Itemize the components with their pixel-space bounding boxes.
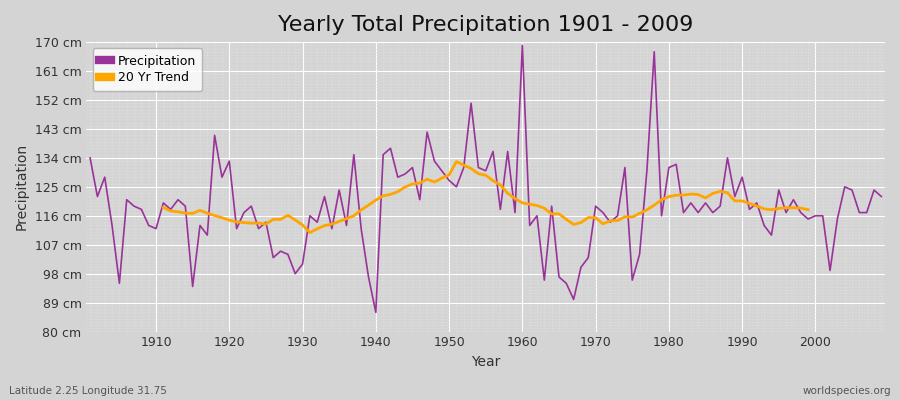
20 Yr Trend (304, 230, 315, 235)
Legend: Precipitation, 20 Yr Trend: Precipitation, 20 Yr Trend (93, 48, 202, 91)
20 Yr Trend (451, 159, 462, 164)
20 Yr Trend (414, 180, 425, 185)
20 Yr Trend (502, 191, 513, 196)
Precipitation (371, 310, 382, 315)
Precipitation (85, 156, 95, 160)
Text: worldspecies.org: worldspecies.org (803, 386, 891, 396)
X-axis label: Year: Year (471, 355, 500, 369)
Title: Yearly Total Precipitation 1901 - 2009: Yearly Total Precipitation 1901 - 2009 (278, 15, 693, 35)
Line: Precipitation: Precipitation (90, 45, 881, 312)
Precipitation (876, 194, 886, 199)
Precipitation (143, 223, 154, 228)
20 Yr Trend (238, 220, 249, 225)
Y-axis label: Precipitation: Precipitation (15, 143, 29, 230)
20 Yr Trend (803, 207, 814, 212)
Precipitation (525, 223, 535, 228)
Precipitation (619, 165, 630, 170)
Precipitation (517, 43, 527, 48)
20 Yr Trend (744, 201, 755, 206)
Text: Latitude 2.25 Longitude 31.75: Latitude 2.25 Longitude 31.75 (9, 386, 166, 396)
Precipitation (348, 152, 359, 157)
20 Yr Trend (224, 218, 235, 222)
Line: 20 Yr Trend: 20 Yr Trend (163, 162, 808, 232)
Precipitation (532, 213, 543, 218)
20 Yr Trend (290, 218, 301, 222)
Precipitation (304, 213, 315, 218)
20 Yr Trend (158, 205, 168, 210)
